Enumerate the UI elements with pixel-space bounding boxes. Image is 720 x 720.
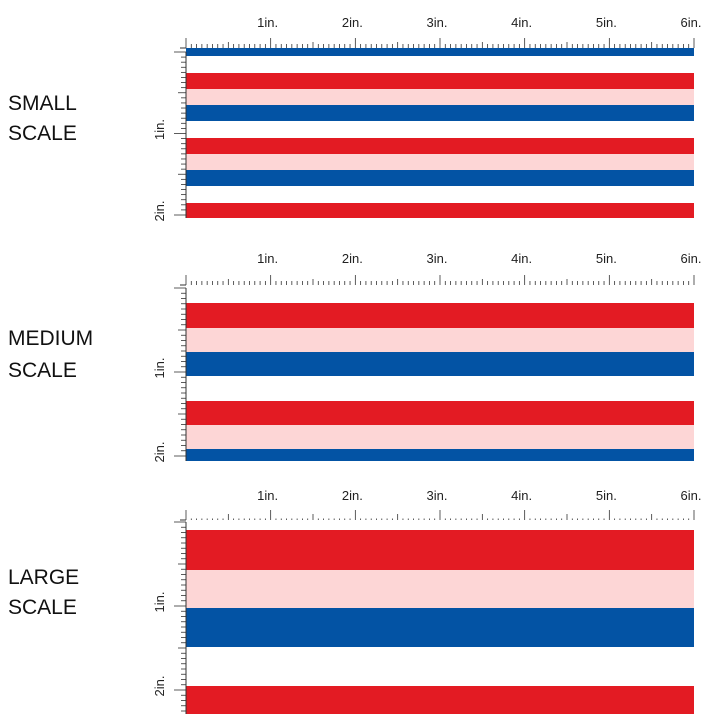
ruler-label: 1in. xyxy=(257,15,278,30)
ruler-label: 3in. xyxy=(427,251,448,266)
ruler-label: 1in. xyxy=(257,488,278,503)
stripe xyxy=(186,154,694,170)
stripe xyxy=(186,570,694,608)
ruler-label: 1in. xyxy=(152,358,167,379)
stripe xyxy=(186,303,694,328)
scale-label: SMALL SCALE xyxy=(8,92,77,145)
ruler-label: 5in. xyxy=(596,251,617,266)
stripe xyxy=(186,449,694,461)
stripe xyxy=(186,401,694,425)
ruler-label: 4in. xyxy=(511,251,532,266)
ruler-label: 2in. xyxy=(152,676,167,697)
scale-section: LARGE SCALE 1in. 2in. 3in. 4in. 5in. 6in. 1in. 2i… xyxy=(8,488,701,714)
ruler-label: 2in. xyxy=(152,201,167,222)
scale-label: MEDIUM SCALE xyxy=(8,327,93,382)
ruler-label: 6in. xyxy=(681,251,702,266)
stripe xyxy=(186,608,694,647)
stripe xyxy=(186,105,694,121)
ruler-label: 4in. xyxy=(511,488,532,503)
ruler-label: 3in. xyxy=(427,488,448,503)
scale-label: LARGE SCALE xyxy=(8,566,79,619)
stripe xyxy=(186,48,694,56)
ruler-label: 2in. xyxy=(342,488,363,503)
ruler-label: 4in. xyxy=(511,15,532,30)
ruler-label: 1in. xyxy=(257,251,278,266)
ruler-label: 6in. xyxy=(681,15,702,30)
ruler-label: 1in. xyxy=(152,592,167,613)
stripe xyxy=(186,203,694,218)
stripe xyxy=(186,352,694,376)
ruler-label: 3in. xyxy=(427,15,448,30)
ruler-label: 5in. xyxy=(596,15,617,30)
stripe xyxy=(186,328,694,352)
stripe xyxy=(186,138,694,154)
stripe xyxy=(186,686,694,714)
ruler-label: 2in. xyxy=(342,15,363,30)
stripe xyxy=(186,425,694,449)
ruler-label: 5in. xyxy=(596,488,617,503)
ruler-label: 1in. xyxy=(152,119,167,140)
stripe xyxy=(186,170,694,186)
stripe xyxy=(186,89,694,105)
scale-section: MEDIUM SCALE 1in. 2in. 3in. 4in. 5in. 6in. 1in. 2… xyxy=(8,251,701,462)
ruler-label: 6in. xyxy=(681,488,702,503)
stripe xyxy=(186,530,694,570)
scale-section: SMALL SCALE 1in. 2in. 3in. 4in. 5in. 6in. 1in. 2i… xyxy=(8,15,701,221)
ruler-label: 2in. xyxy=(152,442,167,463)
stripe xyxy=(186,73,694,89)
ruler-label: 2in. xyxy=(342,251,363,266)
